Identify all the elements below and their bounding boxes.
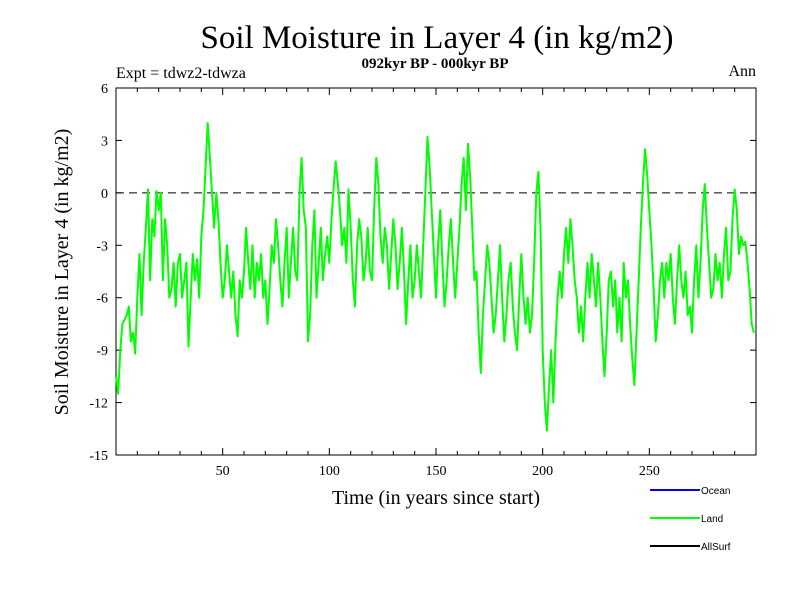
y-axis-label: Soil Moisture in Layer 4 (in kg/m2) [51, 129, 73, 416]
season-label: Ann [728, 63, 756, 80]
x-tick-label: 50 [216, 464, 230, 479]
legend-label-land: Land [701, 514, 723, 525]
x-axis-ticks: 50 100 150 200 250 [136, 88, 736, 479]
legend-item-land: Land [650, 514, 723, 525]
y-tick-label: 6 [101, 82, 108, 97]
y-tick-label: -6 [96, 292, 108, 307]
x-axis-label: Time (in years since start) [332, 487, 540, 509]
y-tick-label: -9 [96, 344, 108, 359]
legend-label-allsurf: AllSurf [701, 542, 731, 553]
chart-subtitle: 092kyr BP - 000kyr BP [362, 56, 509, 72]
legend-label-ocean: Ocean [701, 486, 730, 497]
y-tick-label: 3 [101, 134, 108, 149]
legend-item-allsurf: AllSurf [650, 542, 731, 553]
plot-frame [115, 87, 757, 456]
x-tick-label: 250 [639, 464, 660, 479]
y-tick-label: -3 [96, 239, 108, 254]
y-tick-label: 0 [101, 187, 108, 202]
x-tick-label: 150 [426, 464, 447, 479]
land-series-line [115, 122, 755, 432]
x-tick-label: 100 [319, 464, 340, 479]
chart-title: Soil Moisture in Layer 4 (in kg/m2) [201, 20, 674, 56]
y-tick-label: -15 [89, 449, 108, 464]
x-tick-label: 200 [532, 464, 553, 479]
legend-item-ocean: Ocean [650, 486, 730, 497]
legend: Ocean Land AllSurf [650, 486, 731, 553]
experiment-label: Expt = tdwz2-tdwza [116, 65, 246, 82]
y-tick-label: -12 [89, 397, 108, 412]
